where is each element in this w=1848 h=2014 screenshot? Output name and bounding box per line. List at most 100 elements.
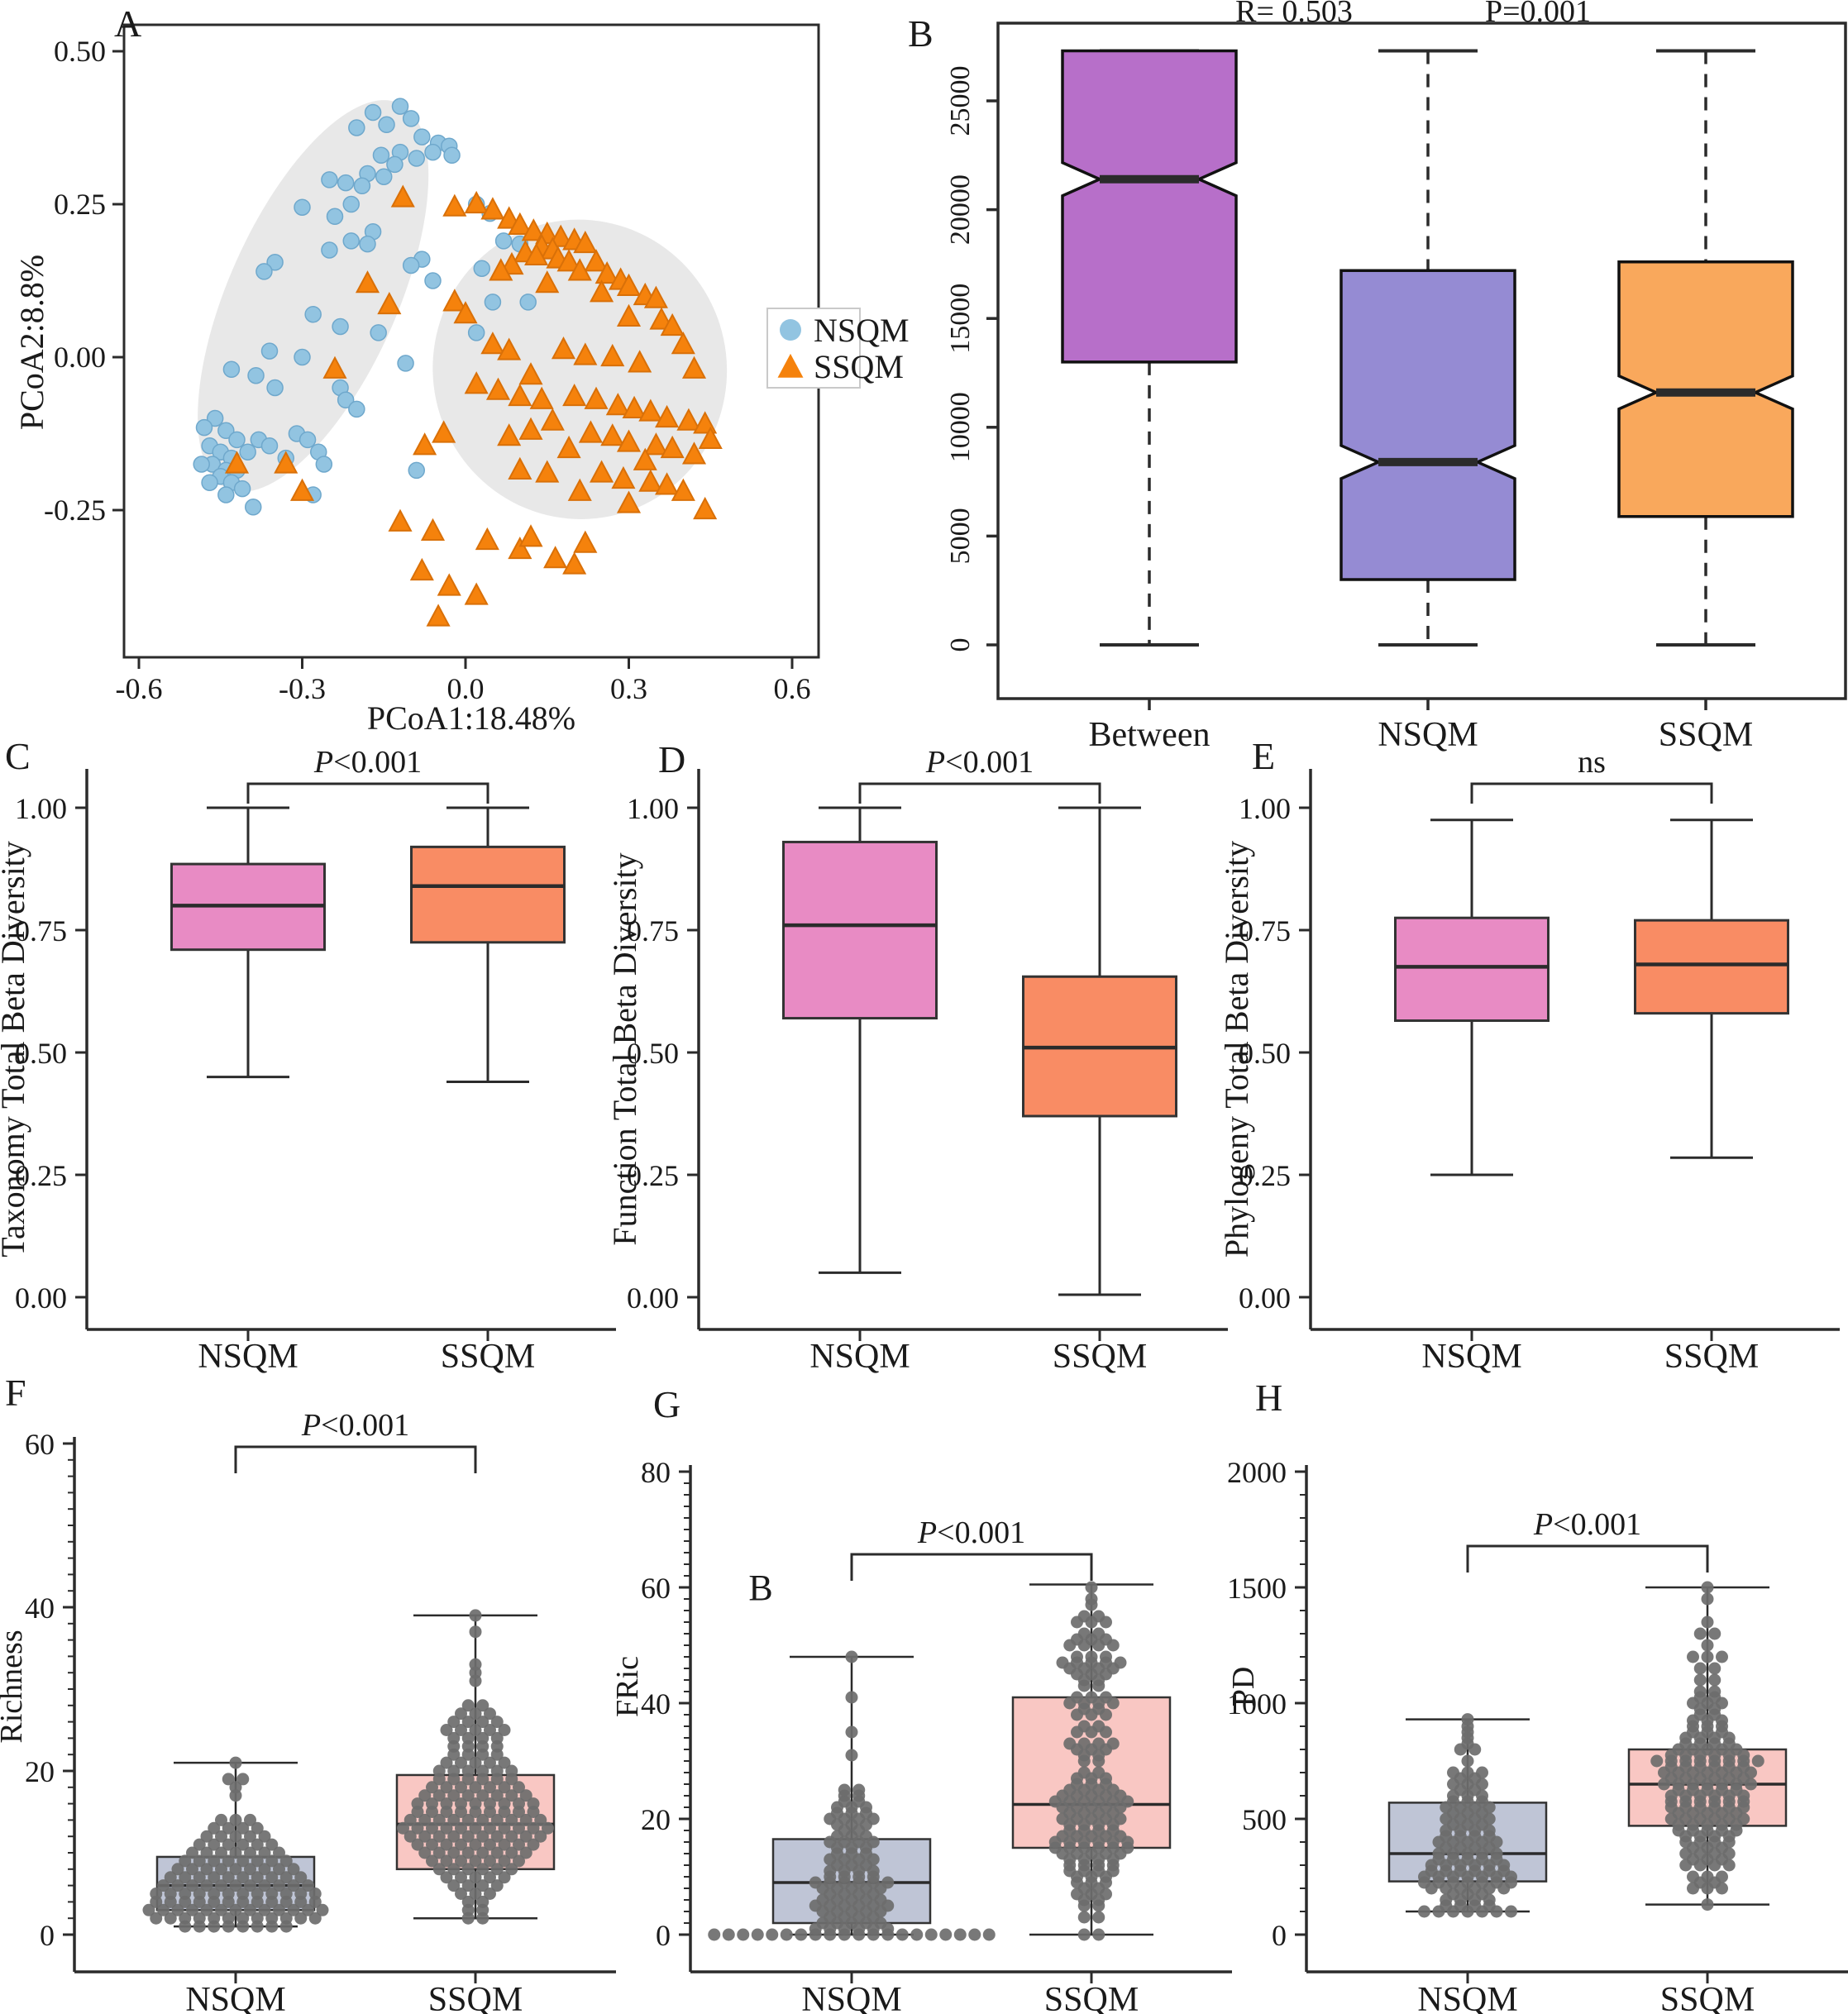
ssqm-point	[638, 469, 663, 492]
swarm-dot	[484, 1871, 496, 1884]
swarm-dot	[476, 1863, 489, 1876]
y-axis-title: Taxonomy Total Beta Diversity	[0, 841, 31, 1258]
ssqm-point	[556, 249, 581, 272]
ssqm-point	[573, 230, 598, 254]
swarm-dot	[236, 1838, 250, 1851]
swarm-dot	[469, 1797, 482, 1811]
ssqm-point	[595, 260, 619, 284]
swarm-dot	[1461, 1766, 1474, 1779]
swarm-dot	[411, 1821, 424, 1835]
swarm-dot	[1071, 1650, 1083, 1663]
category-label: SSQM	[1659, 716, 1753, 754]
panel-d-letter: D	[658, 738, 686, 780]
legend-triangle-icon	[777, 353, 804, 378]
swarm-dot	[708, 1928, 721, 1941]
swarm-dot	[222, 1773, 235, 1786]
ssqm-point	[616, 429, 642, 452]
ssqm-point	[518, 417, 543, 440]
ssqm-point	[497, 423, 522, 446]
swarm-dot	[1085, 1581, 1098, 1594]
swarm-dot	[476, 1879, 489, 1892]
stray-annotation: B	[748, 1568, 772, 1608]
panel-c-letter: C	[5, 735, 31, 777]
sig-label: P<0.001	[301, 1408, 409, 1443]
swarm-dot	[1056, 1656, 1069, 1669]
swarm-dot	[222, 1854, 235, 1868]
nsqm-point	[372, 146, 390, 165]
swarm-dot	[440, 1871, 453, 1884]
nsqm-point	[413, 128, 431, 146]
ssqm-point	[409, 557, 434, 581]
swarm-dot	[397, 1821, 409, 1835]
category-label: NSQM	[185, 1981, 285, 2014]
ssqm-point	[600, 343, 625, 367]
swarm-dot	[164, 1871, 177, 1884]
swarm-dot	[845, 1725, 858, 1739]
x-tick-label: 0.6	[774, 672, 811, 705]
nsqm-point	[228, 431, 246, 449]
y-tick-label: 0.50	[15, 1037, 67, 1070]
swarm-dot	[469, 1871, 482, 1884]
nsqm-point	[391, 98, 409, 115]
sig-bracket	[858, 782, 1101, 804]
swarm-dot	[1077, 1911, 1091, 1924]
swarm-dot	[308, 1911, 322, 1925]
ssqm-point	[432, 420, 456, 443]
panel-g-letter: G	[653, 1383, 681, 1425]
swarm-dot	[186, 1879, 198, 1892]
swarm-dot	[469, 1724, 482, 1736]
swarm-dot	[845, 1650, 858, 1663]
swarm-dot	[1701, 1615, 1714, 1629]
swarm-dot	[484, 1756, 496, 1769]
swarm-dot	[447, 1813, 461, 1826]
swarm-dot	[1701, 1650, 1714, 1663]
swarm-dot	[461, 1731, 475, 1744]
swarm-dot	[1708, 1685, 1721, 1698]
swarm-dot	[476, 1813, 489, 1826]
ssqm-point	[633, 447, 657, 470]
swarm-dot	[426, 1821, 438, 1835]
swarm-dot	[469, 1707, 482, 1720]
category-label: NSQM	[1417, 1981, 1517, 2014]
swarm-dot	[279, 1854, 293, 1868]
swarm-dot	[476, 1731, 489, 1744]
y-tick-label: 0.75	[15, 914, 67, 947]
swarm-dot	[722, 1928, 735, 1941]
nsqm-point	[467, 324, 485, 341]
swarm-dot	[432, 1863, 446, 1876]
swarm-dot	[229, 1781, 242, 1794]
swarm-dot	[1447, 1766, 1459, 1779]
swarm-dot	[258, 1903, 271, 1916]
swarm-dot	[484, 1724, 496, 1736]
swarm-dot	[469, 1609, 482, 1622]
swarm-dot	[279, 1871, 293, 1884]
nsqm-point	[424, 272, 442, 289]
nsqm-point	[473, 260, 490, 277]
swarm-dot	[244, 1879, 256, 1892]
category-label: NSQM	[809, 1338, 910, 1376]
swarm-dot	[1418, 1905, 1430, 1918]
y-tick-label: 20	[641, 1803, 671, 1836]
swarm-dot	[229, 1813, 242, 1826]
swarm-dot	[273, 1903, 285, 1916]
y-tick-label: 1.00	[627, 792, 679, 825]
swarm-dot	[469, 1756, 482, 1769]
ssqm-point	[567, 478, 592, 501]
swarm-dot	[1114, 1656, 1127, 1669]
nsqm-point	[332, 317, 349, 336]
swarm-dot	[498, 1838, 511, 1851]
swarm-dot	[1077, 1766, 1091, 1779]
swarm-dot	[490, 1863, 504, 1876]
ssqm-point	[420, 518, 446, 541]
swarm-dot	[193, 1838, 206, 1851]
notched-box-nsqm	[1339, 269, 1516, 581]
ssqm-point	[543, 546, 568, 569]
swarm-dot	[157, 1903, 170, 1916]
sig-bracket	[246, 782, 489, 804]
swarm-dot	[845, 1749, 858, 1762]
ssqm-point	[480, 332, 505, 355]
ssqm-point	[508, 456, 532, 480]
swarm-dot	[440, 1781, 453, 1794]
y-tick-label: 5000	[945, 508, 976, 564]
ssqm-point	[224, 451, 250, 474]
